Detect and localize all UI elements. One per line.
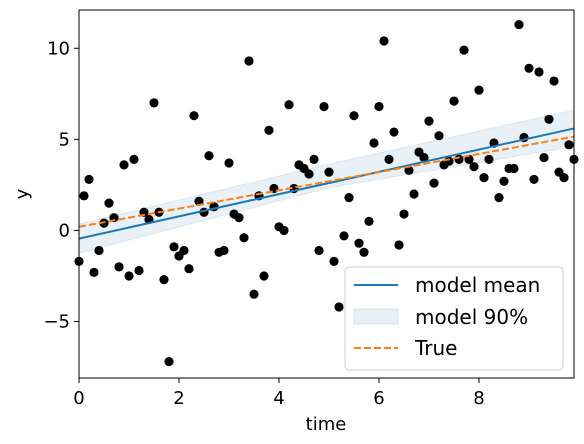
data-point xyxy=(384,154,394,164)
data-point xyxy=(134,265,144,276)
data-point xyxy=(479,173,489,183)
data-point xyxy=(514,19,524,30)
data-point xyxy=(249,289,259,299)
x-tick-label: 2 xyxy=(173,388,184,409)
data-point xyxy=(429,178,439,188)
data-point xyxy=(349,111,359,121)
data-point xyxy=(419,152,429,163)
data-point xyxy=(259,271,269,281)
data-point xyxy=(189,111,199,121)
data-points xyxy=(74,19,579,367)
y-tick-label: 10 xyxy=(47,38,70,59)
data-point xyxy=(544,114,554,124)
y-axis-title: y xyxy=(12,188,33,199)
data-point xyxy=(149,98,159,108)
data-point xyxy=(354,238,364,248)
data-point xyxy=(119,160,129,170)
legend-band-label: model 90% xyxy=(415,305,528,329)
data-point xyxy=(244,56,254,66)
data-point xyxy=(284,100,294,110)
data-point xyxy=(374,101,384,112)
data-point xyxy=(539,152,549,163)
x-axis-title: time xyxy=(306,414,347,435)
y-tick-label: 5 xyxy=(59,129,70,150)
data-point xyxy=(339,231,349,241)
data-point xyxy=(79,191,89,201)
data-point xyxy=(449,96,459,106)
data-point xyxy=(434,131,444,141)
data-point xyxy=(364,216,374,226)
data-point xyxy=(114,262,124,272)
x-tick-label: 6 xyxy=(373,388,384,409)
data-point xyxy=(169,242,179,252)
data-point xyxy=(314,245,324,256)
data-point xyxy=(534,67,544,77)
data-point xyxy=(329,256,339,267)
data-point xyxy=(304,169,314,179)
data-point xyxy=(469,162,479,172)
data-point xyxy=(389,127,399,137)
data-point xyxy=(344,193,354,203)
data-point xyxy=(379,36,389,46)
x-tick-label: 4 xyxy=(273,388,284,409)
data-point xyxy=(104,198,114,208)
data-point xyxy=(399,209,409,219)
data-point xyxy=(459,45,469,55)
data-point xyxy=(324,167,334,177)
y-tick-label: −5 xyxy=(43,312,70,333)
data-point xyxy=(124,271,134,281)
data-point xyxy=(164,357,174,367)
data-point xyxy=(494,193,504,203)
legend-band-swatch xyxy=(353,308,399,325)
data-point xyxy=(94,245,104,256)
data-point xyxy=(129,154,139,164)
data-point xyxy=(409,189,419,199)
data-point xyxy=(559,173,569,183)
data-point xyxy=(239,233,249,243)
data-point xyxy=(334,302,344,312)
legend-mean-label: model mean xyxy=(415,273,540,297)
legend: model mean model 90% True xyxy=(344,266,564,371)
model-mean-line xyxy=(78,127,575,240)
true-line xyxy=(78,135,575,228)
data-point xyxy=(424,116,434,126)
data-point xyxy=(84,174,94,185)
legend-box xyxy=(344,266,564,371)
data-point xyxy=(204,151,214,161)
data-point xyxy=(89,267,99,277)
data-point xyxy=(564,140,574,150)
data-point xyxy=(394,240,404,250)
data-point xyxy=(359,247,369,257)
x-tick-label: 8 xyxy=(473,388,484,409)
data-point xyxy=(224,158,234,168)
data-point xyxy=(319,101,329,112)
data-point xyxy=(484,154,494,164)
data-point xyxy=(279,225,289,236)
data-point xyxy=(529,174,539,185)
data-point xyxy=(454,154,464,164)
data-point xyxy=(549,76,559,86)
data-point xyxy=(159,275,169,285)
data-point xyxy=(369,138,379,148)
data-point xyxy=(184,264,194,274)
data-point xyxy=(179,245,189,256)
y-tick-label: 0 xyxy=(59,220,70,241)
data-point xyxy=(264,125,274,135)
data-point xyxy=(524,63,534,73)
data-point xyxy=(509,163,519,174)
plot-frame xyxy=(78,9,575,379)
data-point xyxy=(474,85,484,95)
x-axis-ticks: 0 2 4 6 8 xyxy=(73,378,485,409)
y-axis-ticks: −5 0 5 10 xyxy=(43,38,79,333)
data-point xyxy=(309,154,319,164)
data-point xyxy=(234,213,244,223)
x-tick-label: 0 xyxy=(73,388,84,409)
data-point xyxy=(499,176,509,186)
data-point xyxy=(219,245,229,256)
legend-true-label: True xyxy=(414,336,457,360)
